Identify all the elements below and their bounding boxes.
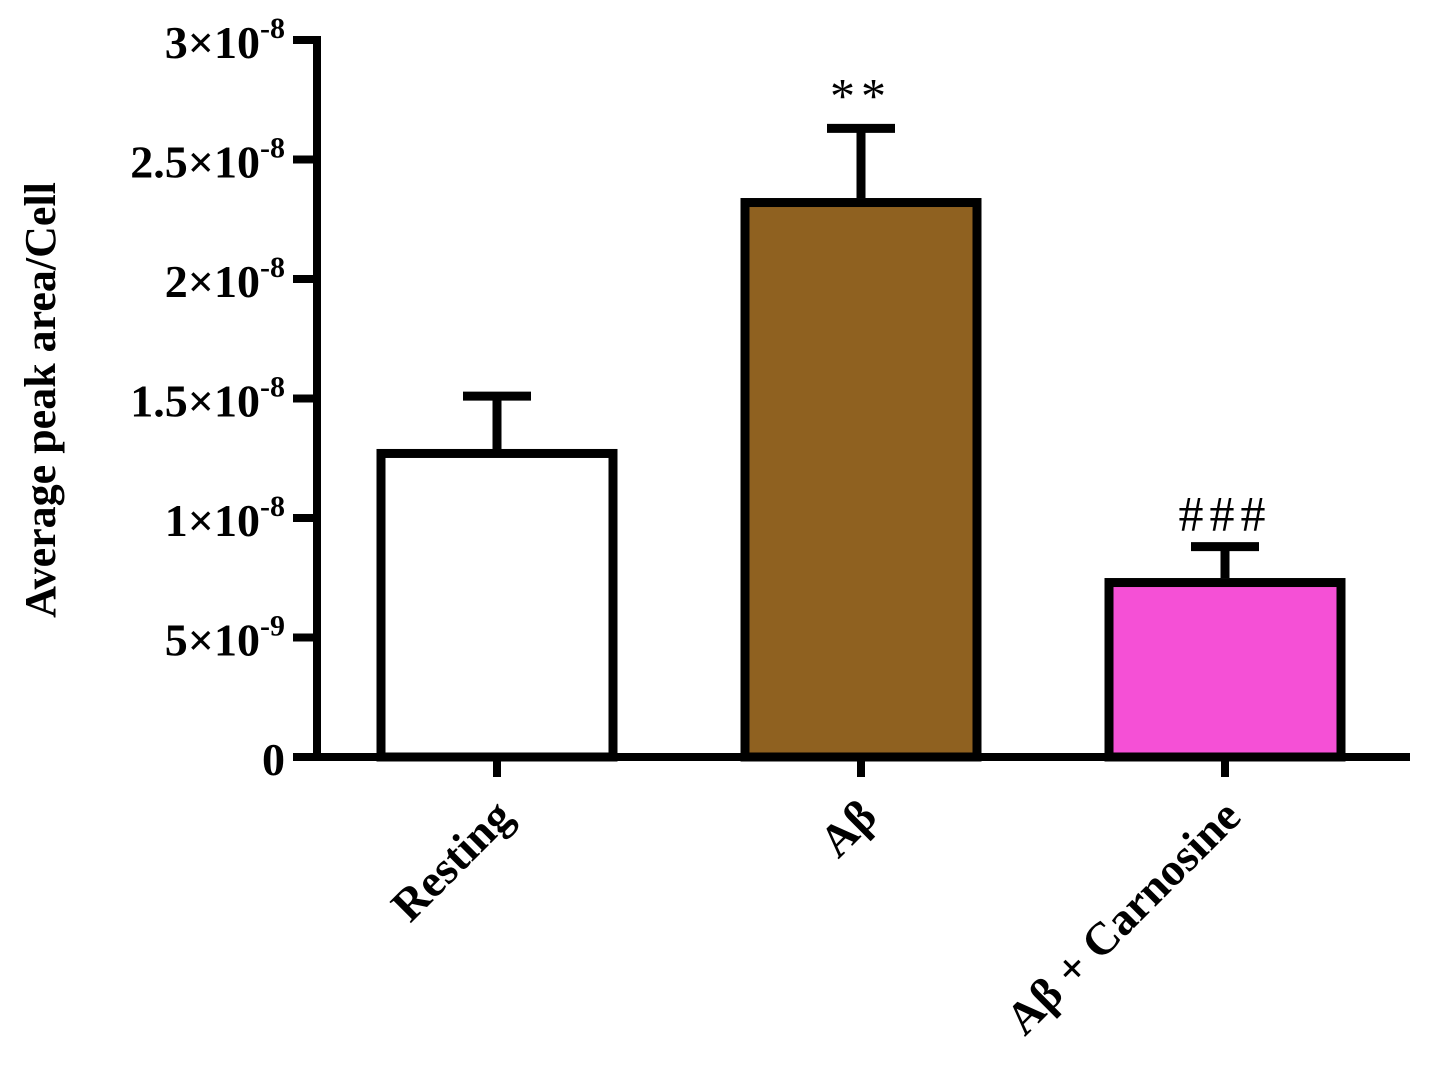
y-tick-exponent: -8 [260,490,285,523]
y-tick-label-3: 1×10-8 [165,490,285,546]
significance-label-2: ** [830,67,892,123]
y-tick-mantissa: 1×10 [165,495,260,546]
error-bars-layer [463,123,1259,579]
error-bar-2 [827,123,895,199]
x-tick-label-3: Aβ + Carnosine [996,790,1250,1044]
y-tick-mantissa: 3×10 [165,17,260,68]
y-tick-label-4: 1.5×10-8 [130,371,285,427]
y-tick-mantissa: 2×10 [165,256,260,307]
y-ticks-layer: 05×10-91×10-81.5×10-82×10-82.5×10-83×10-… [130,12,317,785]
y-tick-mantissa: 1.5×10 [130,376,260,427]
bars-layer [376,198,1346,762]
y-tick-label-2: 5×10-9 [165,610,285,666]
y-tick-mantissa: 2.5×10 [130,137,260,188]
y-tick-exponent: -9 [260,610,285,643]
bar-2 [740,198,982,762]
significance-label-3: ### [1179,486,1272,542]
y-tick-exponent: -8 [260,132,285,165]
error-bar-3 [1191,542,1259,579]
y-tick-exponent: -8 [260,12,285,45]
x-tick-label-2: Aβ [809,790,886,867]
y-tick-label-1: 0 [262,734,285,785]
y-tick-mantissa: 0 [262,734,285,785]
x-labels-layer: Resting Aβ Aβ + Carnosine [381,790,1250,1044]
y-tick-exponent: -8 [260,371,285,404]
y-tick-exponent: -8 [260,251,285,284]
bar-1 [376,448,618,762]
y-tick-label-6: 2.5×10-8 [130,132,285,188]
y-tick-mantissa: 5×10 [165,615,260,666]
error-bar-1 [463,391,531,449]
y-tick-label-5: 2×10-8 [165,251,285,307]
bar-3 [1104,578,1346,762]
y-tick-label-7: 3×10-8 [165,12,285,68]
y-axis-label: Average peak area/Cell [16,182,65,618]
annotations-layer: ** ### [830,67,1272,542]
x-tick-label-1: Resting [381,790,522,931]
